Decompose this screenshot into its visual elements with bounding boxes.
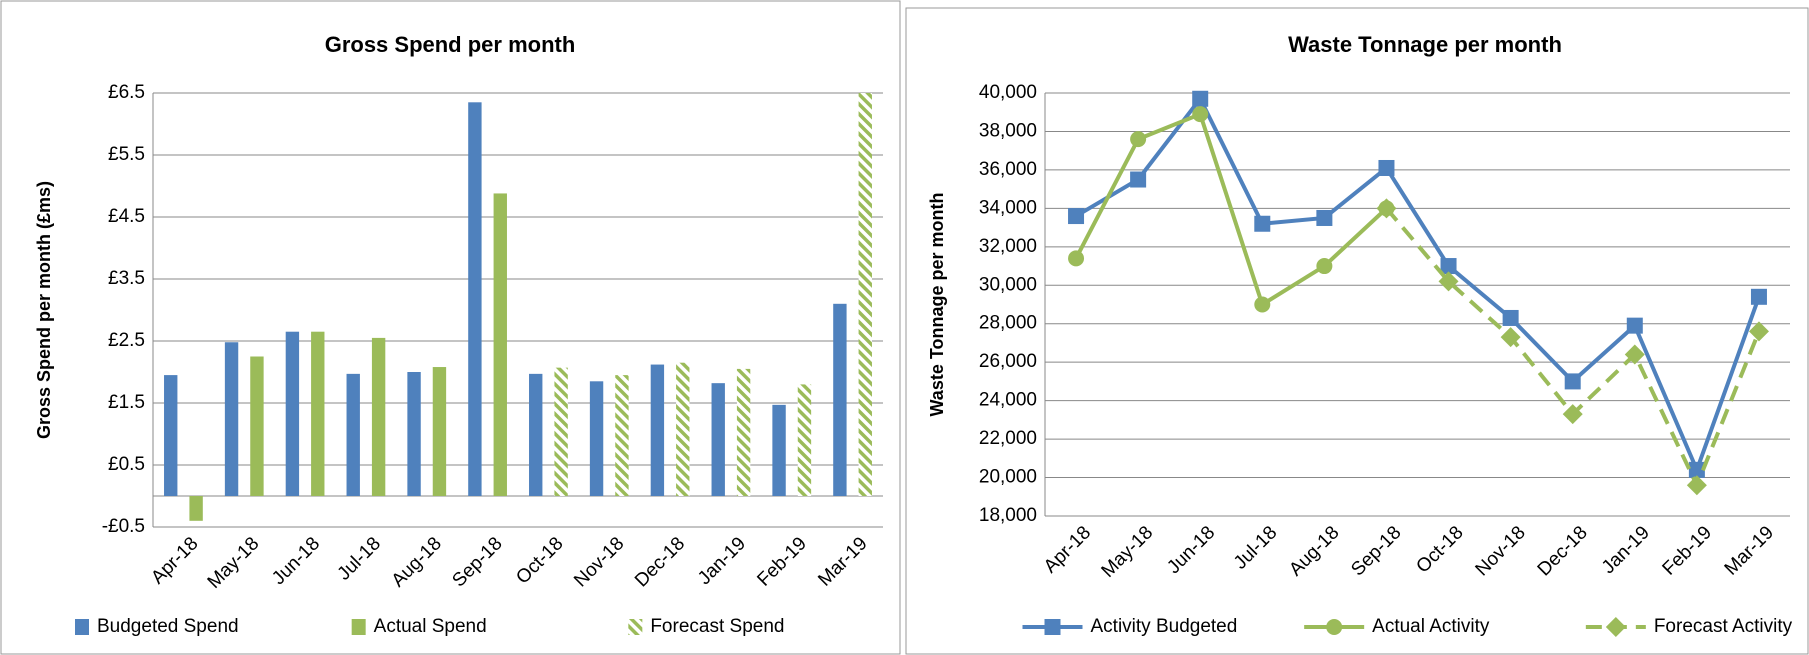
marker — [1316, 209, 1333, 226]
marker — [1130, 171, 1147, 188]
marker — [1376, 198, 1397, 219]
legend-marker — [1326, 619, 1343, 635]
bar — [311, 331, 325, 496]
line — [1074, 111, 1388, 308]
legend-label: Forecast Spend — [650, 616, 784, 637]
y-tick-label: £4.5 — [108, 206, 145, 227]
y-axis-title: Gross Spend per month (£ms) — [34, 181, 54, 439]
y-axis-title: Waste Tonnage per month — [927, 192, 947, 416]
bar — [432, 367, 447, 496]
legend-marker — [1605, 617, 1626, 637]
marker — [1626, 317, 1643, 334]
marker — [1254, 215, 1271, 232]
marker — [1562, 404, 1583, 425]
bar — [589, 381, 604, 496]
y-tick-label: £2.5 — [108, 330, 145, 351]
legend-label: Forecast Activity — [1654, 616, 1793, 637]
bar — [164, 375, 178, 496]
marker — [1750, 288, 1767, 305]
marker — [1438, 271, 1459, 292]
legend-swatch — [351, 619, 366, 635]
marker — [1688, 461, 1705, 478]
bar — [468, 102, 482, 497]
bar — [650, 364, 665, 496]
bar — [833, 303, 847, 496]
y-tick-label: 36,000 — [979, 159, 1037, 180]
marker — [1068, 250, 1085, 267]
marker — [1748, 321, 1769, 342]
bar — [346, 373, 360, 496]
bar — [224, 342, 239, 496]
bar — [371, 337, 386, 496]
y-tick-label: £6.5 — [108, 82, 145, 103]
legend-label: Actual Spend — [374, 616, 487, 637]
marker — [1440, 258, 1457, 275]
chart-title: Gross Spend per month — [325, 32, 576, 57]
bar — [676, 362, 690, 496]
bar — [615, 375, 629, 496]
bar — [407, 372, 421, 496]
y-tick-label: £3.5 — [108, 268, 145, 289]
bar — [736, 368, 751, 496]
legend-marker — [1044, 619, 1061, 635]
y-tick-label: -£0.5 — [102, 516, 145, 537]
y-tick-label: 22,000 — [979, 428, 1037, 449]
y-tick-label: 38,000 — [979, 120, 1037, 141]
marker — [1316, 258, 1333, 275]
y-tick-label: 28,000 — [979, 313, 1037, 334]
y-tick-label: 20,000 — [979, 467, 1037, 488]
panel — [0, 0, 901, 655]
legend-swatch — [628, 619, 643, 635]
marker — [1192, 90, 1209, 107]
y-tick-label: £5.5 — [108, 144, 145, 165]
bar — [529, 373, 543, 496]
marker — [1378, 159, 1395, 176]
bar — [493, 193, 507, 496]
legend-label: Actual Activity — [1372, 616, 1490, 637]
legend-label: Budgeted Spend — [97, 616, 239, 637]
legend-label: Activity Budgeted — [1091, 616, 1238, 637]
y-tick-label: £1.5 — [108, 392, 145, 413]
marker — [1254, 296, 1271, 313]
marker — [1192, 106, 1209, 123]
bar — [772, 404, 786, 496]
marker — [1564, 373, 1581, 390]
bar — [250, 356, 264, 496]
marker — [1130, 131, 1147, 148]
y-tick-label: 18,000 — [979, 505, 1037, 526]
marker — [1500, 327, 1521, 348]
legend-swatch — [75, 619, 89, 635]
chart-title: Waste Tonnage per month — [1288, 32, 1562, 57]
marker — [1686, 475, 1707, 496]
y-tick-label: 30,000 — [979, 274, 1037, 295]
y-tick-label: 26,000 — [979, 351, 1037, 372]
bar — [858, 93, 872, 496]
y-tick-label: 32,000 — [979, 236, 1037, 257]
marker — [1624, 344, 1645, 365]
marker — [1068, 208, 1085, 225]
y-tick-label: 34,000 — [979, 197, 1037, 218]
bar — [711, 383, 725, 496]
bar — [797, 384, 812, 496]
bar — [189, 496, 203, 521]
marker — [1502, 309, 1519, 326]
line — [1075, 95, 1761, 476]
bar — [285, 331, 300, 496]
y-tick-label: 24,000 — [979, 390, 1037, 411]
bar — [554, 367, 568, 496]
y-tick-label: 40,000 — [979, 82, 1037, 103]
y-tick-label: £0.5 — [108, 454, 145, 475]
panel — [905, 7, 1809, 655]
